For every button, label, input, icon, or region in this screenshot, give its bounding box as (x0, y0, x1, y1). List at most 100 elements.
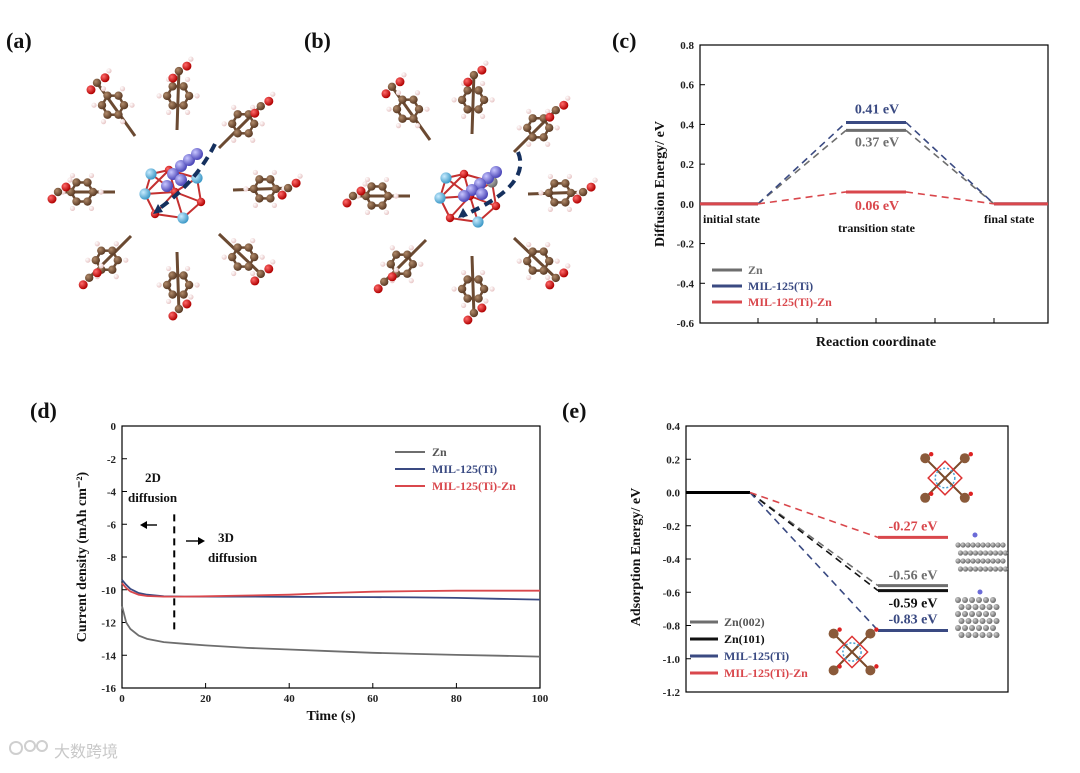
carbon-atom (578, 187, 588, 197)
slab-atom (1000, 542, 1006, 548)
mini-ring (959, 453, 970, 464)
panel-label-a: (a) (6, 28, 32, 53)
slab-atom (969, 597, 975, 603)
carbon-atom (168, 101, 177, 110)
slab-atom (983, 611, 989, 617)
hydrogen-atom (113, 274, 119, 280)
plot-frame-c (699, 44, 1049, 324)
hydrogen-atom (88, 205, 95, 212)
value-label-e-0: -0.56 eV (889, 569, 938, 584)
hydrogen-atom (259, 121, 265, 127)
hydrogen-atom (123, 257, 129, 263)
oxygen-atom (559, 268, 569, 278)
slab-atom (962, 625, 968, 631)
x-tick-label-d: 20 (200, 693, 212, 705)
oxygen-atom (291, 178, 301, 188)
carbon-atom (463, 105, 472, 114)
oxygen-atom (182, 61, 192, 71)
mini-o (874, 627, 879, 632)
slab-atom (990, 597, 996, 603)
oxygen-atom (47, 194, 57, 204)
carbon-atom (174, 304, 184, 314)
state-final: final state (984, 212, 1035, 226)
hydrogen-atom (271, 202, 277, 208)
hydrogen-atom (393, 193, 399, 199)
carbon-atom (550, 198, 559, 207)
y-tick-label-e: -0.4 (663, 554, 681, 566)
hydrogen-atom (185, 109, 191, 115)
carbon-atom (108, 246, 117, 255)
connector-up-1 (757, 121, 847, 205)
panel-label-e: (e) (562, 398, 586, 423)
oxygen-atom (182, 299, 192, 309)
legend-d: Zn MIL-125(Ti) MIL-125(Ti)-Zn (395, 445, 516, 493)
slab-atom (967, 566, 974, 572)
mof-structure-a (47, 56, 303, 321)
connector-e-2 (749, 491, 879, 632)
legend-label-c-1: MIL-125(Ti) (748, 279, 813, 293)
oxygen-atom (86, 85, 96, 95)
hydrogen-atom (526, 274, 532, 281)
x-tick-label-d: 60 (367, 693, 379, 705)
oxygen-atom (463, 315, 473, 325)
legend-label-e-3: MIL-125(Ti)-Zn (724, 666, 808, 680)
hydrogen-atom (156, 282, 162, 288)
slab-atom (972, 632, 979, 638)
slab-atom (985, 558, 991, 564)
connector-e-0 (749, 491, 879, 587)
slab-atom (970, 558, 976, 564)
inset-zn101-slab (955, 589, 1000, 638)
slab-atom (965, 618, 972, 624)
slab-atom (960, 542, 966, 548)
adsorbed-zn (972, 532, 978, 538)
carbon-atom (551, 273, 560, 283)
carbon-atom (383, 191, 393, 201)
carbon-atom (463, 294, 472, 303)
ti-atom (434, 192, 446, 204)
hydrogen-atom (100, 119, 107, 125)
slab-atom (977, 550, 984, 556)
mini-o (968, 452, 973, 457)
hydrogen-atom (185, 265, 191, 272)
annot-3d-line1: 3D (218, 530, 234, 545)
hydrogen-atom (98, 263, 104, 269)
slab-atom (997, 550, 1004, 556)
slab-atom (972, 566, 979, 572)
hydrogen-atom (94, 241, 100, 247)
slab-atom (960, 558, 966, 564)
core-bond (469, 195, 497, 207)
hydrogen-atom (119, 119, 126, 125)
carbon-atom (539, 133, 548, 142)
y-tick-label-e: 0.2 (666, 454, 680, 466)
hydrogen-atom (480, 269, 486, 276)
chart-c: -0.6 -0.4 -0.2 0.0 0.2 0.4 0.6 0.8 0.37 eV 0.41 … (653, 40, 1049, 350)
carbon-atom (474, 86, 483, 95)
carbon-atom (88, 187, 98, 197)
oxygen-atom (250, 276, 260, 286)
legend-label-d-1: MIL-125(Ti) (432, 462, 497, 476)
hydrogen-atom (516, 125, 522, 131)
carbon-atom (255, 194, 264, 203)
hydrogen-atom (554, 258, 560, 264)
value-label-e-2: -0.83 eV (889, 612, 938, 627)
hydrogen-atom (414, 123, 421, 129)
carbon-atom (184, 91, 194, 101)
y-tick-label-d: -16 (101, 683, 116, 695)
slab-atom (997, 566, 1004, 572)
carbon-atom (398, 95, 407, 104)
mini-o (929, 452, 934, 457)
slab-atom (995, 558, 1001, 564)
carbon-atom (545, 123, 554, 132)
x-tick-label-d: 80 (451, 693, 463, 705)
slab-atom (967, 550, 974, 556)
slab-atom (965, 558, 971, 564)
slab-atom (983, 625, 989, 631)
carbon-atom (255, 175, 264, 184)
carbon-atom (378, 182, 387, 191)
mini-ring (959, 492, 970, 503)
slab-atom (976, 597, 982, 603)
y-tick-label-c: -0.2 (677, 239, 695, 251)
slab-atom (976, 625, 982, 631)
diffusion-arrow (461, 151, 523, 218)
carbon-atom (244, 129, 253, 138)
